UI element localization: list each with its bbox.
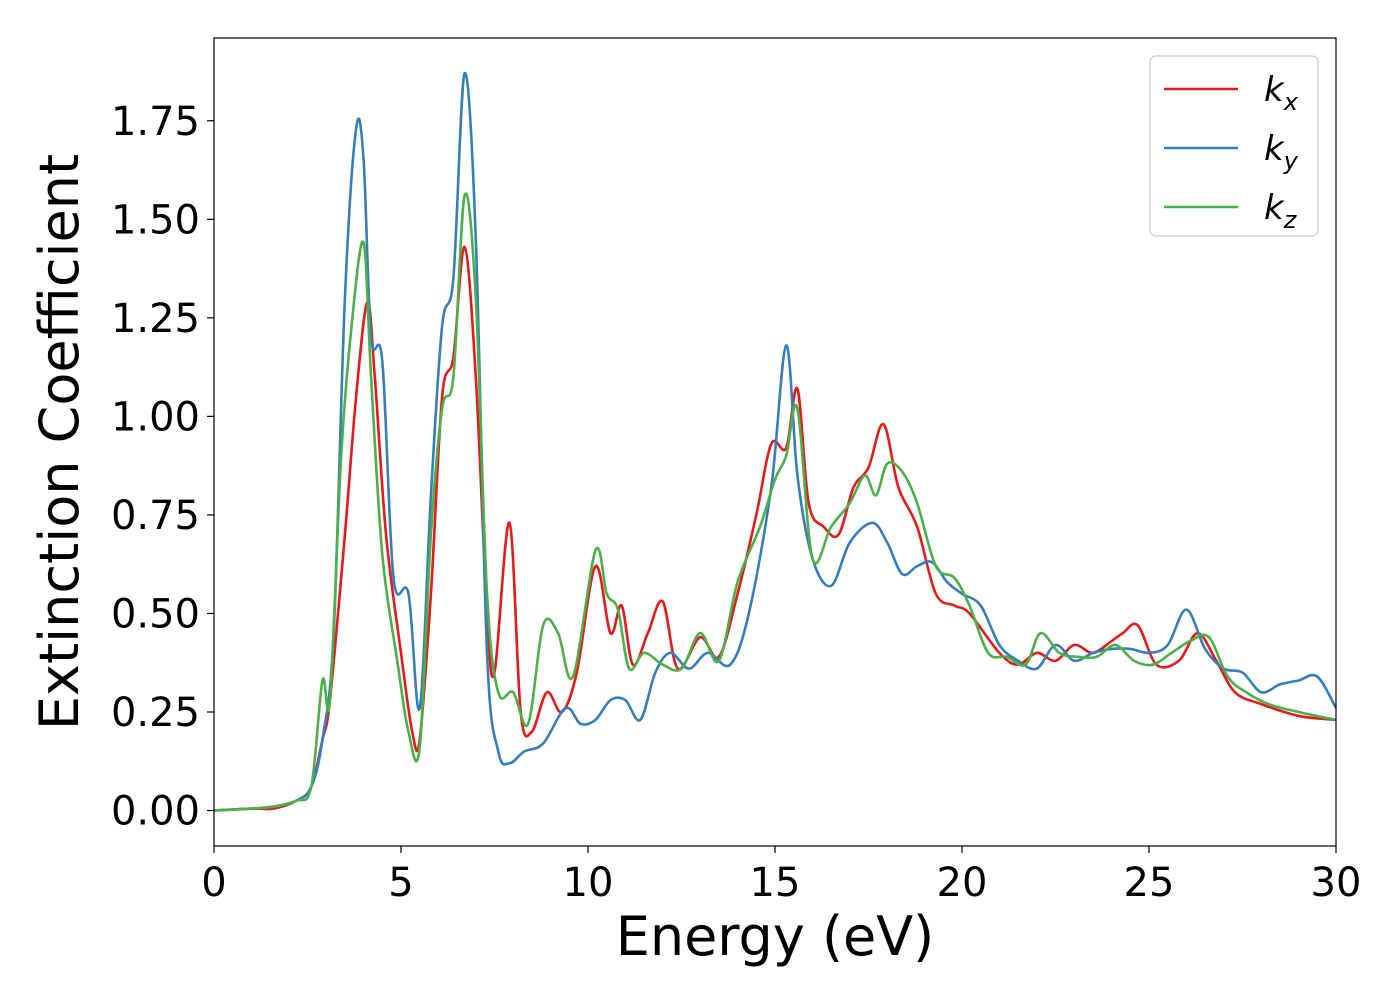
x-axis-label: Energy (eV) [616,905,935,968]
y-tick-label: 0.50 [111,591,200,637]
y-tick-label: 0.75 [111,493,200,539]
x-tick-label: 25 [1124,860,1175,906]
legend-box [1149,55,1319,237]
y-tick-label: 1.00 [111,394,200,440]
x-tick-label: 30 [1311,860,1362,906]
y-axis-label: Extinction Coefficient [28,154,91,730]
series-line-k-x [213,245,1337,812]
y-tick-label: 0.25 [111,690,200,736]
x-tick-label: 15 [750,860,801,906]
x-axis-ticks: 0 5 10 15 20 25 30 [201,846,1361,906]
y-tick-label: 1.25 [111,296,200,342]
x-tick-label: 10 [563,860,614,906]
series-layer [213,71,1338,812]
x-tick-label: 5 [388,860,413,906]
y-tick-label: 1.50 [111,197,200,243]
series-line-k-y [213,71,1338,812]
x-tick-label: 20 [937,860,988,906]
y-axis-ticks: 0.00 0.25 0.50 0.75 1.00 1.25 1.50 1.75 [111,99,214,835]
y-tick-label: 0.00 [111,789,200,835]
y-tick-label: 1.75 [111,99,200,145]
x-tick-label: 0 [201,860,226,906]
series-line-k-z [213,192,1337,812]
